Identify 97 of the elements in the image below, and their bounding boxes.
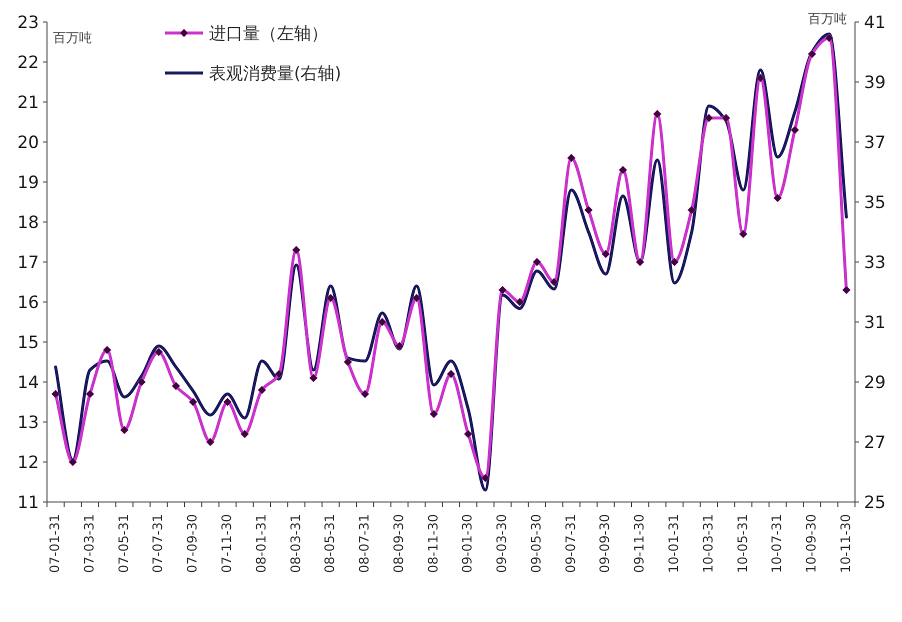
point	[378, 318, 386, 326]
point	[618, 166, 628, 174]
y-tick-label: 14	[17, 373, 39, 393]
point	[516, 298, 524, 306]
point	[395, 342, 404, 350]
point	[567, 154, 576, 162]
point	[309, 374, 318, 382]
y-tick-label: 23	[17, 13, 39, 33]
point	[344, 358, 352, 366]
y-tick-label: 16	[17, 293, 39, 313]
x-tick-label: 10-03-31	[701, 514, 716, 574]
x-tick-label: 09-01-30	[460, 514, 476, 574]
point	[137, 378, 146, 386]
x-tick-label: 10-01-31	[666, 514, 682, 574]
y2-tick-label: 35	[864, 193, 886, 213]
point	[481, 474, 490, 482]
x-tick-label: 07-09-30	[186, 514, 201, 574]
point	[498, 286, 507, 294]
y2-tick-label: 37	[864, 133, 886, 153]
x-tick-label: 08-01-31	[254, 514, 270, 574]
y-tick-label: 13	[17, 413, 39, 433]
point	[258, 386, 266, 394]
point	[188, 398, 198, 406]
y2-tick-label: 25	[864, 493, 886, 513]
x-tick-label: 07-05-31	[116, 514, 132, 574]
point	[206, 438, 215, 446]
y2-tick-label: 29	[864, 373, 886, 393]
y2-tick-label: 41	[864, 13, 886, 33]
point	[154, 348, 163, 356]
y-tick-label: 12	[17, 453, 39, 473]
point	[68, 458, 78, 466]
y-tick-label: 21	[17, 93, 39, 113]
x-tick-label: 09-07-31	[564, 514, 579, 574]
point	[842, 286, 851, 294]
x-tick-label: 09-03-30	[495, 514, 510, 574]
point	[653, 110, 662, 118]
y-tick-label: 18	[17, 213, 39, 233]
point	[687, 206, 696, 214]
point	[584, 206, 593, 214]
point	[722, 114, 730, 122]
y-tick-label: 22	[17, 53, 39, 73]
y2-tick-label: 39	[864, 73, 886, 93]
point	[636, 258, 644, 266]
point	[446, 370, 456, 378]
x-tick-label: 07-01-31	[48, 514, 64, 574]
point	[670, 258, 679, 266]
point	[601, 250, 610, 258]
point	[172, 382, 180, 390]
y2-tick-label: 33	[864, 253, 886, 273]
point	[808, 50, 816, 58]
x-tick-label: 07-03-31	[82, 514, 98, 574]
x-tick-label: 08-03-31	[288, 514, 304, 574]
x-tick-label: 09-11-30	[632, 514, 648, 574]
y2-axis-title: 百万吨	[808, 12, 847, 27]
point	[773, 194, 782, 202]
x-tick-label: 08-05-31	[323, 514, 338, 574]
legend-label: 进口量（左轴）	[209, 24, 328, 44]
x-tick-label: 10-07-31	[770, 514, 786, 574]
point	[292, 246, 301, 254]
point	[240, 430, 249, 438]
x-tick-label: 10-11-30	[838, 514, 854, 574]
x-tick-label: 08-09-30	[392, 514, 407, 574]
point	[120, 426, 129, 434]
point	[464, 430, 472, 438]
point	[274, 370, 284, 378]
x-tick-label: 10-05-31	[736, 514, 751, 574]
point	[532, 258, 542, 266]
y-tick-label: 17	[17, 253, 39, 273]
point	[86, 390, 94, 398]
point	[51, 390, 60, 398]
point	[704, 114, 714, 122]
point	[739, 230, 748, 238]
point	[223, 398, 232, 406]
x-tick-label: 09-05-30	[529, 514, 544, 574]
legend-label: 表观消费量(右轴)	[209, 64, 342, 84]
y-tick-label: 11	[17, 493, 39, 513]
x-tick-label: 10-09-30	[804, 514, 820, 574]
x-tick-label: 07-07-31	[151, 514, 166, 574]
point	[412, 294, 421, 302]
point	[824, 34, 834, 42]
x-tick-label: 08-11-30	[426, 514, 442, 574]
y-tick-label: 15	[17, 333, 39, 353]
point	[102, 346, 112, 354]
y-axis-title: 百万吨	[53, 31, 92, 46]
x-tick-label: 08-07-31	[358, 514, 373, 574]
point	[756, 74, 765, 82]
x-tick-label: 09-09-30	[598, 514, 614, 574]
y-tick-label: 20	[17, 133, 39, 153]
point	[790, 126, 800, 134]
y-tick-label: 19	[17, 173, 39, 193]
point	[550, 278, 558, 286]
point	[430, 410, 438, 418]
y2-tick-label: 27	[864, 433, 886, 453]
point	[360, 390, 370, 398]
y2-tick-label: 31	[864, 313, 886, 333]
point	[326, 294, 335, 302]
x-tick-label: 07-11-30	[220, 514, 236, 574]
